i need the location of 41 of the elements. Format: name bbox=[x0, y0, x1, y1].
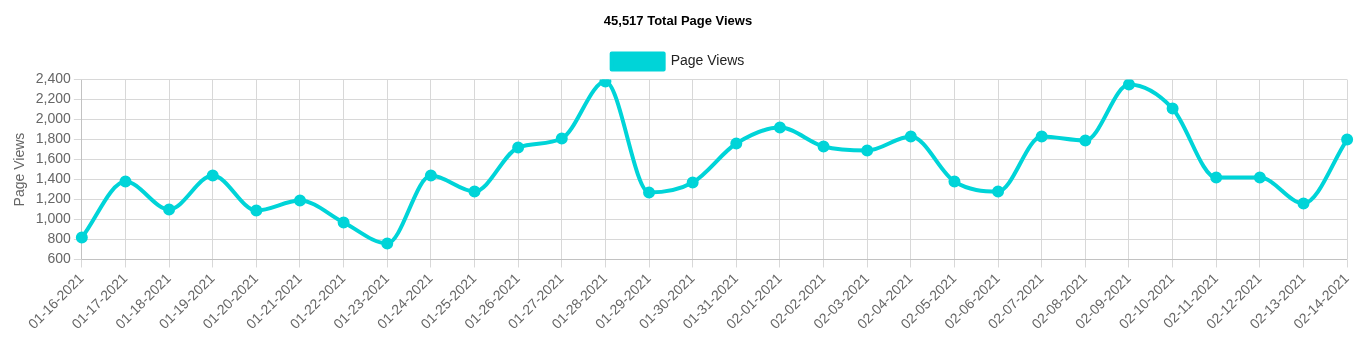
y-tick-label: 800 bbox=[47, 230, 72, 247]
point bbox=[1210, 171, 1223, 184]
y-tick-label: 1,200 bbox=[35, 190, 72, 207]
point bbox=[686, 176, 699, 189]
point bbox=[817, 140, 830, 153]
legend-label: Page Views bbox=[670, 52, 745, 69]
y-axis-title: Page Views bbox=[11, 132, 28, 207]
point bbox=[730, 137, 743, 150]
point bbox=[250, 204, 263, 217]
y-tick-label: 1,800 bbox=[35, 130, 72, 147]
point bbox=[381, 237, 394, 250]
point bbox=[293, 194, 306, 207]
y-tick-label: 1,600 bbox=[35, 150, 72, 167]
point bbox=[424, 169, 437, 182]
y-tick-label: 2,400 bbox=[35, 70, 72, 87]
y-tick-label: 2,200 bbox=[35, 90, 72, 107]
point bbox=[861, 144, 874, 157]
point bbox=[555, 132, 568, 145]
point bbox=[1297, 197, 1310, 210]
point bbox=[512, 141, 525, 154]
point bbox=[163, 203, 176, 216]
point bbox=[1079, 134, 1092, 147]
point bbox=[1341, 133, 1354, 146]
point bbox=[773, 121, 786, 134]
point bbox=[1122, 79, 1135, 91]
point bbox=[992, 185, 1005, 198]
point bbox=[1166, 102, 1179, 115]
point bbox=[119, 175, 132, 188]
y-tick-label: 1,400 bbox=[35, 170, 72, 187]
point bbox=[948, 175, 961, 188]
point bbox=[904, 130, 917, 143]
point bbox=[643, 186, 656, 199]
y-tick-label: 2,000 bbox=[35, 110, 72, 127]
y-tick-label: 1,000 bbox=[35, 210, 72, 227]
point bbox=[206, 169, 219, 182]
point bbox=[1253, 171, 1266, 184]
point bbox=[468, 185, 481, 198]
point bbox=[1035, 130, 1048, 143]
y-tick-label: 600 bbox=[47, 250, 72, 267]
chart-title: 45,517 Total Page Views bbox=[603, 13, 753, 29]
point bbox=[337, 216, 350, 229]
